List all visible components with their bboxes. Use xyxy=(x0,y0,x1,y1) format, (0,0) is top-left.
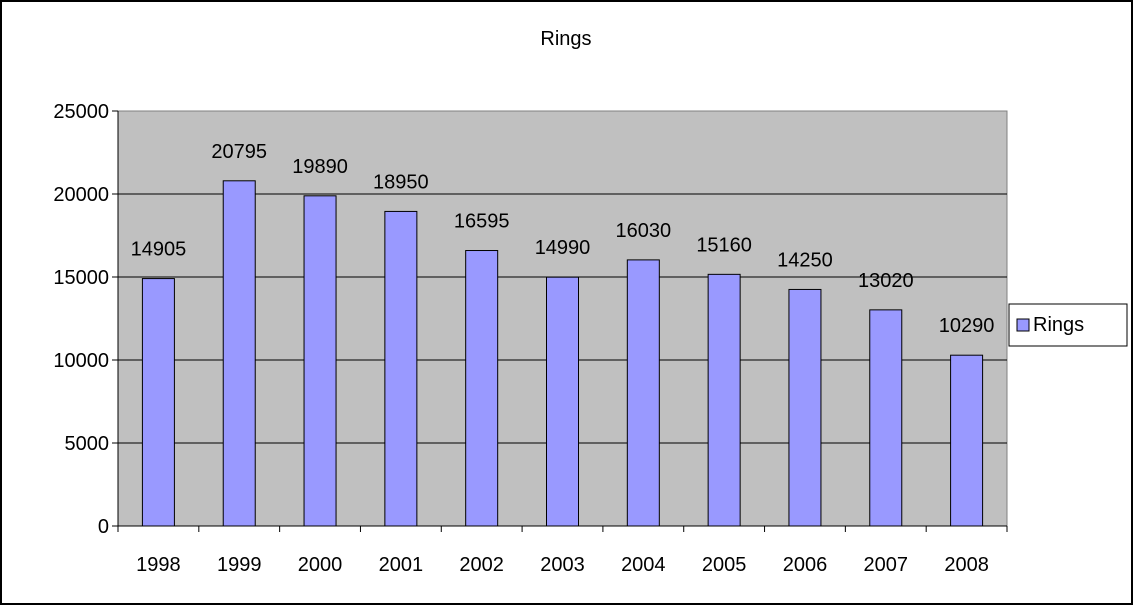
bar-2000 xyxy=(303,195,337,527)
data-label-2000: 19890 xyxy=(292,156,348,178)
x-tick-label: 2007 xyxy=(864,554,909,576)
x-tick-label: 2008 xyxy=(944,554,989,576)
bar-2007 xyxy=(869,309,903,527)
data-label-2001: 18950 xyxy=(373,171,429,193)
y-tick-label: 20000 xyxy=(53,184,109,206)
data-label-2005: 15160 xyxy=(696,234,752,256)
data-label-1999: 20795 xyxy=(211,141,267,163)
y-tick-label: 5000 xyxy=(65,433,110,455)
bar-2003 xyxy=(546,276,579,527)
chart-title: Rings xyxy=(540,28,591,50)
y-tick-label: 0 xyxy=(98,516,109,538)
legend-swatch xyxy=(1016,318,1030,332)
x-tick-label: 2003 xyxy=(540,554,585,576)
y-axis: 0 5000 10000 15000 20000 25000 xyxy=(53,101,119,538)
x-tick-label: 1999 xyxy=(217,554,262,576)
data-label-1998: 14905 xyxy=(131,239,187,261)
data-label-2004: 16030 xyxy=(616,220,672,242)
x-tick-label: 2004 xyxy=(621,554,666,576)
data-label-2008: 10290 xyxy=(939,315,995,337)
bar-2005 xyxy=(707,273,741,527)
y-tick-label: 25000 xyxy=(53,101,109,123)
x-tick-label: 2000 xyxy=(298,554,343,576)
bars xyxy=(141,180,984,527)
x-tick-label: 1998 xyxy=(136,554,181,576)
data-label-2003: 14990 xyxy=(535,237,591,259)
bar-2006 xyxy=(788,288,822,527)
bar-2002 xyxy=(465,250,499,527)
x-tick-label: 2002 xyxy=(459,554,504,576)
bar-2001 xyxy=(384,210,418,527)
data-label-2006: 14250 xyxy=(777,249,833,271)
bar-2004 xyxy=(626,259,660,527)
y-tick-label: 10000 xyxy=(53,350,109,372)
x-tick-label: 2006 xyxy=(783,554,828,576)
bar-1999 xyxy=(222,180,256,527)
bar-1998 xyxy=(141,278,175,527)
legend-label: Rings xyxy=(1033,314,1084,336)
data-labels: 14905 20795 19890 18950 16595 14990 16030 15160… xyxy=(131,141,995,337)
data-label-2002: 16595 xyxy=(454,211,510,233)
legend-box xyxy=(1008,303,1128,347)
legend: Rings xyxy=(1008,303,1128,347)
x-tick-label: 2001 xyxy=(379,554,424,576)
x-tick-label: 2005 xyxy=(702,554,747,576)
bar-2008 xyxy=(950,354,984,527)
data-label-2007: 13020 xyxy=(858,270,914,292)
y-tick-label: 15000 xyxy=(53,267,109,289)
